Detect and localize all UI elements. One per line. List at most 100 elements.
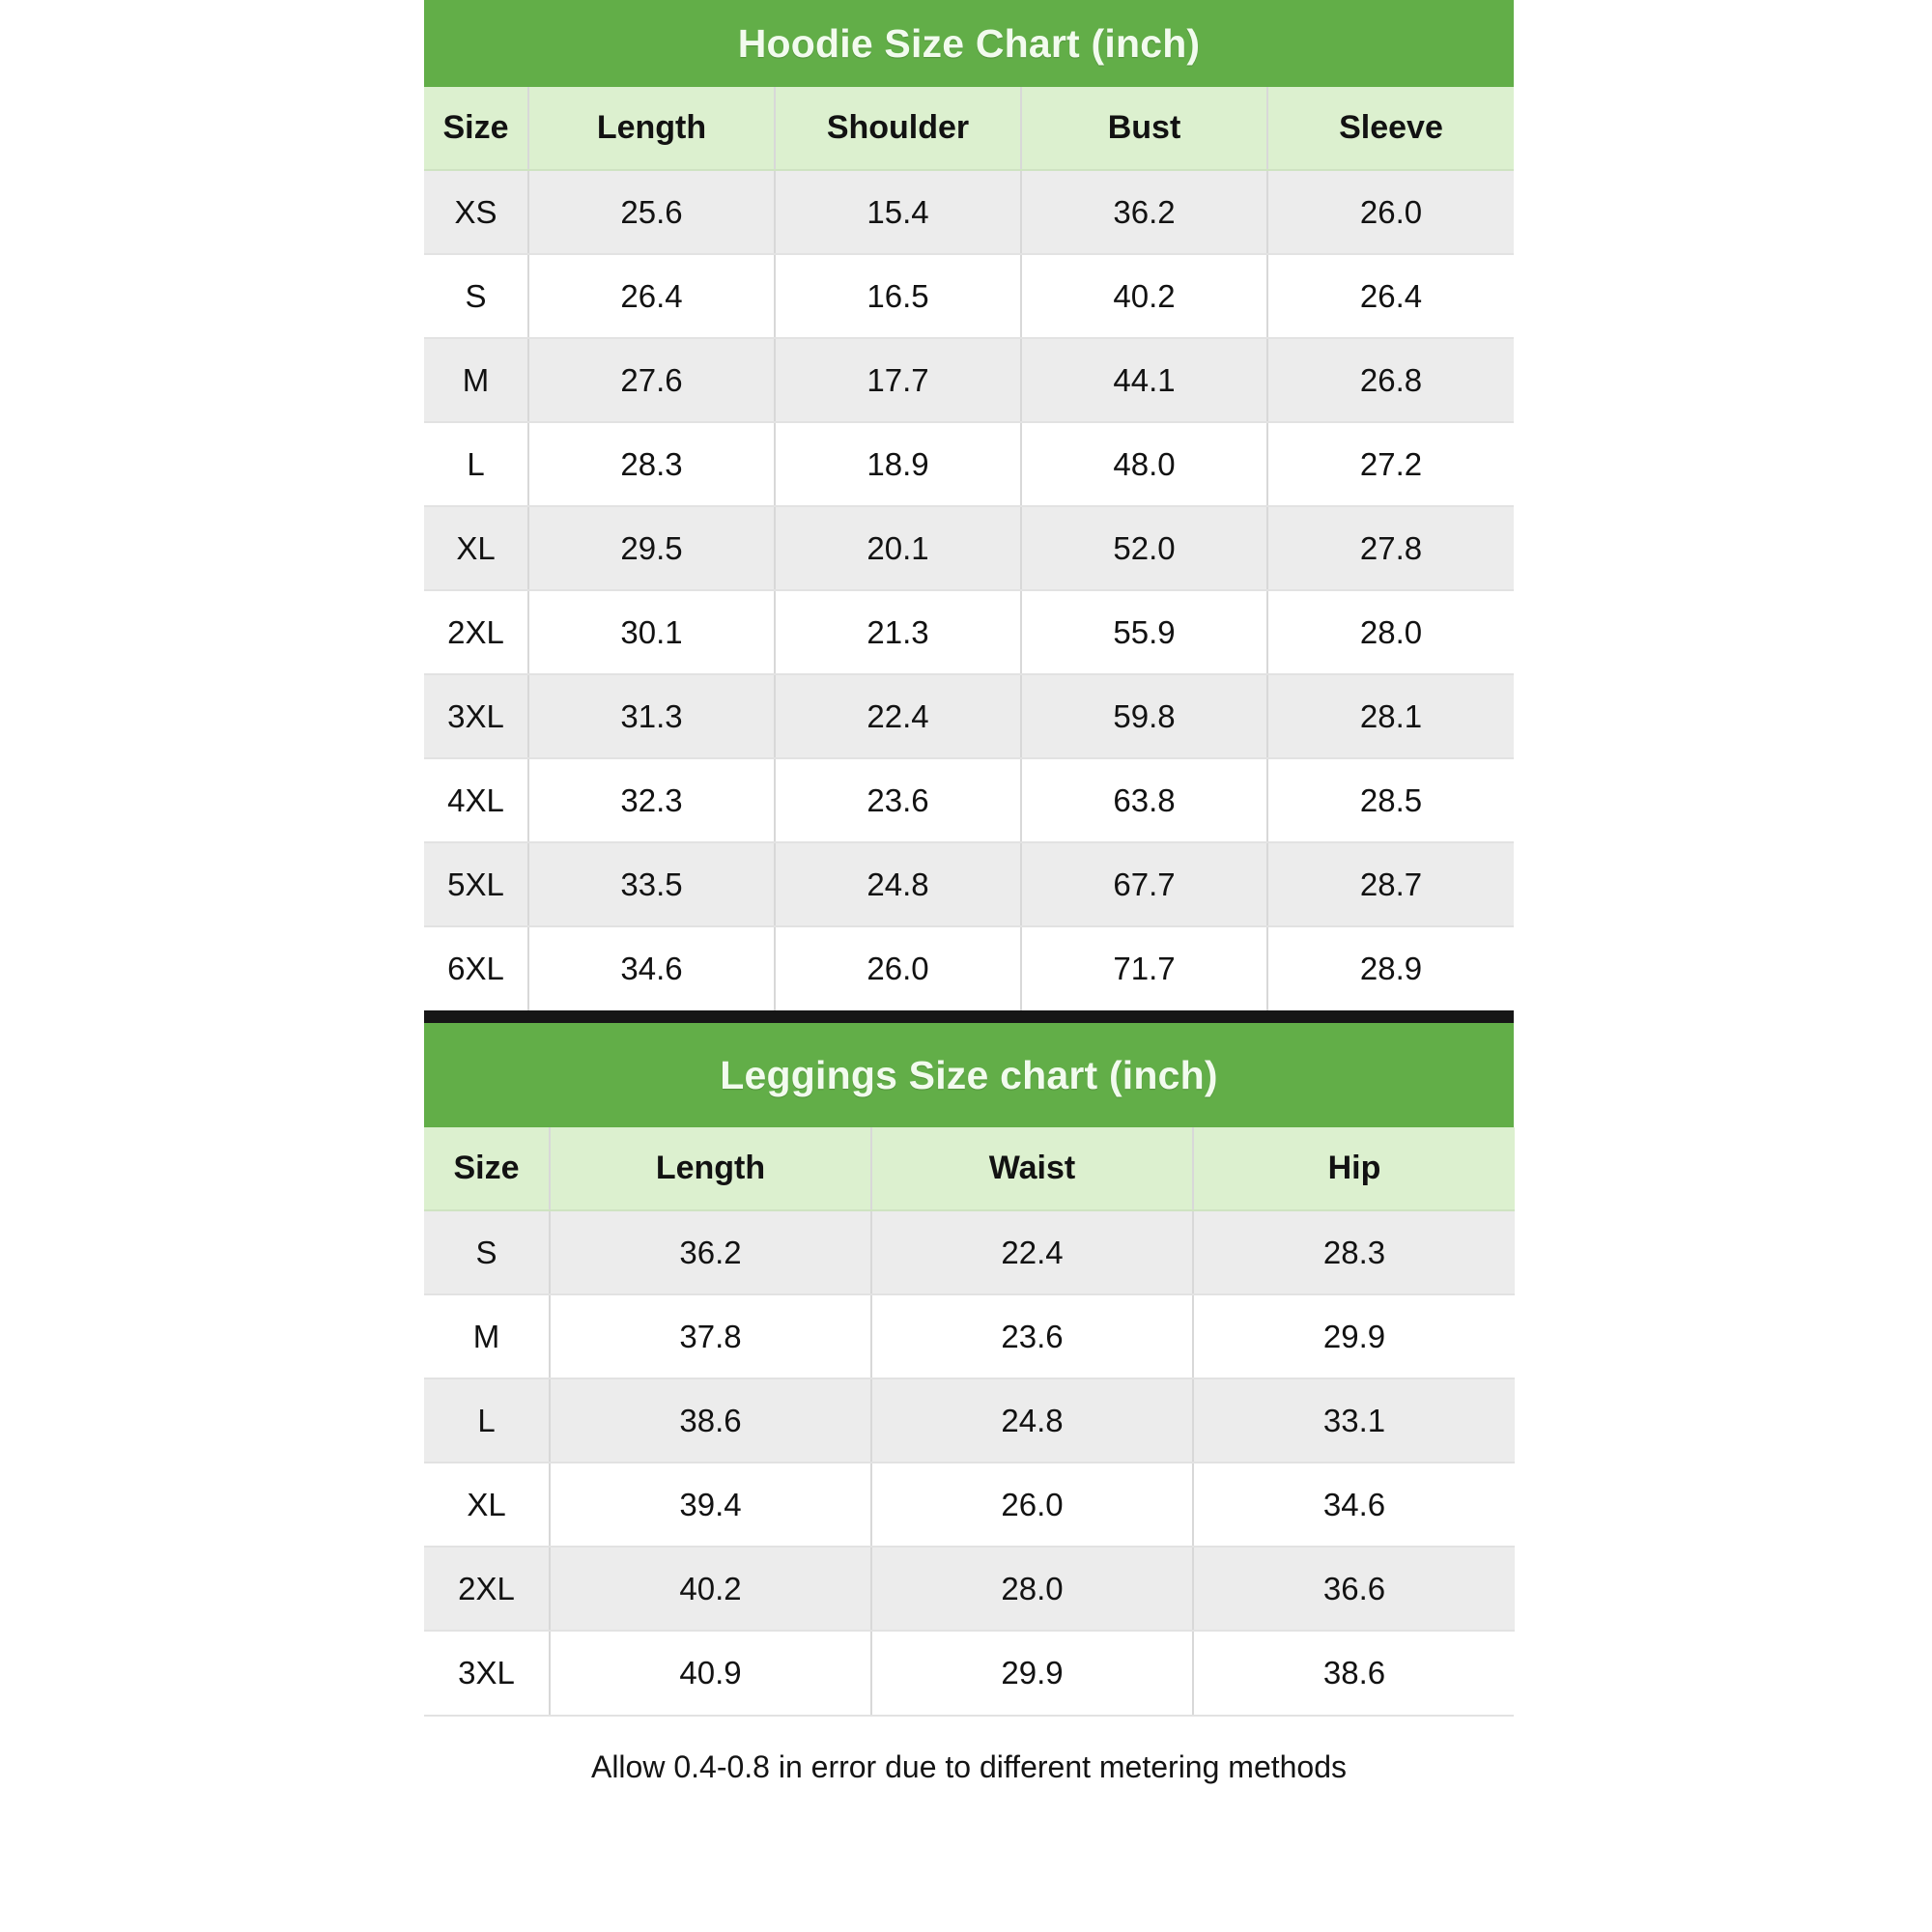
leggings-chart-title: Leggings Size chart (inch) (424, 1023, 1514, 1127)
hoodie-cell-shoulder: 17.7 (775, 338, 1022, 423)
leggings-table-head: Size Length Waist Hip (424, 1127, 1515, 1211)
leggings-cell-hip: 34.6 (1193, 1463, 1515, 1548)
measurement-tolerance-note: Allow 0.4-0.8 in error due to different … (424, 1715, 1514, 1814)
hoodie-cell-length: 28.3 (528, 422, 776, 507)
leggings-table-row: 3XL 40.9 29.9 38.6 (424, 1631, 1515, 1715)
leggings-cell-length: 39.4 (550, 1463, 872, 1548)
leggings-header-row: Size Length Waist Hip (424, 1127, 1515, 1211)
leggings-row-size-label: L (424, 1378, 551, 1463)
leggings-size-table: Size Length Waist Hip S 36.2 22.4 28.3 M 37.8 23.… (424, 1127, 1515, 1715)
hoodie-cell-sleeve: 28.5 (1267, 758, 1514, 843)
hoodie-row-size-label: XL (424, 506, 529, 591)
leggings-cell-length: 36.2 (550, 1210, 872, 1295)
hoodie-cell-length: 33.5 (528, 842, 776, 927)
leggings-column-header-waist: Waist (871, 1127, 1194, 1211)
hoodie-cell-length: 34.6 (528, 926, 776, 1010)
leggings-cell-hip: 33.1 (1193, 1378, 1515, 1463)
hoodie-cell-bust: 59.8 (1021, 674, 1268, 759)
hoodie-cell-bust: 36.2 (1021, 170, 1268, 255)
hoodie-table-row: 3XL 31.3 22.4 59.8 28.1 (424, 674, 1514, 759)
hoodie-column-header-bust: Bust (1021, 87, 1268, 171)
leggings-cell-length: 38.6 (550, 1378, 872, 1463)
hoodie-cell-shoulder: 26.0 (775, 926, 1022, 1010)
hoodie-cell-sleeve: 26.4 (1267, 254, 1514, 339)
hoodie-table-row: 5XL 33.5 24.8 67.7 28.7 (424, 842, 1514, 927)
hoodie-column-header-shoulder: Shoulder (775, 87, 1022, 171)
leggings-row-size-label: XL (424, 1463, 551, 1548)
leggings-cell-waist: 22.4 (871, 1210, 1194, 1295)
hoodie-table-row: S 26.4 16.5 40.2 26.4 (424, 254, 1514, 339)
leggings-cell-hip: 29.9 (1193, 1294, 1515, 1379)
leggings-column-header-length: Length (550, 1127, 872, 1211)
hoodie-row-size-label: S (424, 254, 529, 339)
hoodie-cell-sleeve: 28.0 (1267, 590, 1514, 675)
leggings-cell-waist: 23.6 (871, 1294, 1194, 1379)
hoodie-table-row: XL 29.5 20.1 52.0 27.8 (424, 506, 1514, 591)
hoodie-cell-bust: 48.0 (1021, 422, 1268, 507)
size-chart-stack: Hoodie Size Chart (inch) Size Length Shoul… (424, 0, 1515, 1932)
hoodie-row-size-label: L (424, 422, 529, 507)
leggings-cell-hip: 28.3 (1193, 1210, 1515, 1295)
hoodie-cell-sleeve: 26.8 (1267, 338, 1514, 423)
hoodie-cell-shoulder: 18.9 (775, 422, 1022, 507)
hoodie-table-row: M 27.6 17.7 44.1 26.8 (424, 338, 1514, 423)
leggings-cell-length: 40.2 (550, 1547, 872, 1632)
hoodie-cell-sleeve: 27.8 (1267, 506, 1514, 591)
leggings-row-size-label: S (424, 1210, 551, 1295)
leggings-table-row: XL 39.4 26.0 34.6 (424, 1463, 1515, 1548)
hoodie-table-row: XS 25.6 15.4 36.2 26.0 (424, 170, 1514, 255)
leggings-cell-waist: 29.9 (871, 1631, 1194, 1715)
hoodie-cell-shoulder: 21.3 (775, 590, 1022, 675)
leggings-row-size-label: 3XL (424, 1631, 551, 1715)
hoodie-cell-shoulder: 24.8 (775, 842, 1022, 927)
hoodie-cell-length: 27.6 (528, 338, 776, 423)
leggings-row-size-label: 2XL (424, 1547, 551, 1632)
hoodie-cell-sleeve: 28.7 (1267, 842, 1514, 927)
leggings-table-row: M 37.8 23.6 29.9 (424, 1294, 1515, 1379)
leggings-table-body: S 36.2 22.4 28.3 M 37.8 23.6 29.9 L 38.6 24.8 33.1 X… (424, 1210, 1515, 1715)
hoodie-row-size-label: 2XL (424, 590, 529, 675)
hoodie-table-body: XS 25.6 15.4 36.2 26.0 S 26.4 16.5 40.2 26.4 M 27.6… (424, 170, 1514, 1010)
hoodie-row-size-label: 5XL (424, 842, 529, 927)
hoodie-cell-length: 26.4 (528, 254, 776, 339)
hoodie-cell-length: 30.1 (528, 590, 776, 675)
leggings-row-size-label: M (424, 1294, 551, 1379)
hoodie-row-size-label: 3XL (424, 674, 529, 759)
hoodie-row-size-label: XS (424, 170, 529, 255)
hoodie-cell-shoulder: 23.6 (775, 758, 1022, 843)
leggings-cell-waist: 28.0 (871, 1547, 1194, 1632)
hoodie-cell-bust: 44.1 (1021, 338, 1268, 423)
leggings-table-row: 2XL 40.2 28.0 36.6 (424, 1547, 1515, 1632)
hoodie-chart-title: Hoodie Size Chart (inch) (424, 0, 1514, 87)
hoodie-cell-bust: 63.8 (1021, 758, 1268, 843)
hoodie-row-size-label: 6XL (424, 926, 529, 1010)
hoodie-cell-length: 32.3 (528, 758, 776, 843)
hoodie-cell-sleeve: 28.1 (1267, 674, 1514, 759)
hoodie-cell-length: 25.6 (528, 170, 776, 255)
leggings-cell-hip: 38.6 (1193, 1631, 1515, 1715)
hoodie-size-table: Size Length Shoulder Bust Sleeve XS 25.6 15.4 3… (424, 87, 1514, 1010)
hoodie-cell-sleeve: 28.9 (1267, 926, 1514, 1010)
leggings-column-header-size: Size (424, 1127, 551, 1211)
hoodie-cell-sleeve: 26.0 (1267, 170, 1514, 255)
hoodie-table-row: 2XL 30.1 21.3 55.9 28.0 (424, 590, 1514, 675)
hoodie-cell-shoulder: 22.4 (775, 674, 1022, 759)
hoodie-cell-length: 29.5 (528, 506, 776, 591)
leggings-cell-length: 37.8 (550, 1294, 872, 1379)
section-separator-bar (424, 1010, 1514, 1023)
leggings-cell-hip: 36.6 (1193, 1547, 1515, 1632)
hoodie-row-size-label: 4XL (424, 758, 529, 843)
hoodie-table-row: 6XL 34.6 26.0 71.7 28.9 (424, 926, 1514, 1010)
hoodie-column-header-length: Length (528, 87, 776, 171)
leggings-cell-waist: 24.8 (871, 1378, 1194, 1463)
hoodie-table-row: 4XL 32.3 23.6 63.8 28.5 (424, 758, 1514, 843)
hoodie-cell-bust: 40.2 (1021, 254, 1268, 339)
hoodie-row-size-label: M (424, 338, 529, 423)
hoodie-column-header-sleeve: Sleeve (1267, 87, 1514, 171)
hoodie-cell-shoulder: 20.1 (775, 506, 1022, 591)
leggings-table-row: S 36.2 22.4 28.3 (424, 1210, 1515, 1295)
hoodie-cell-bust: 55.9 (1021, 590, 1268, 675)
hoodie-cell-bust: 71.7 (1021, 926, 1268, 1010)
hoodie-cell-bust: 67.7 (1021, 842, 1268, 927)
